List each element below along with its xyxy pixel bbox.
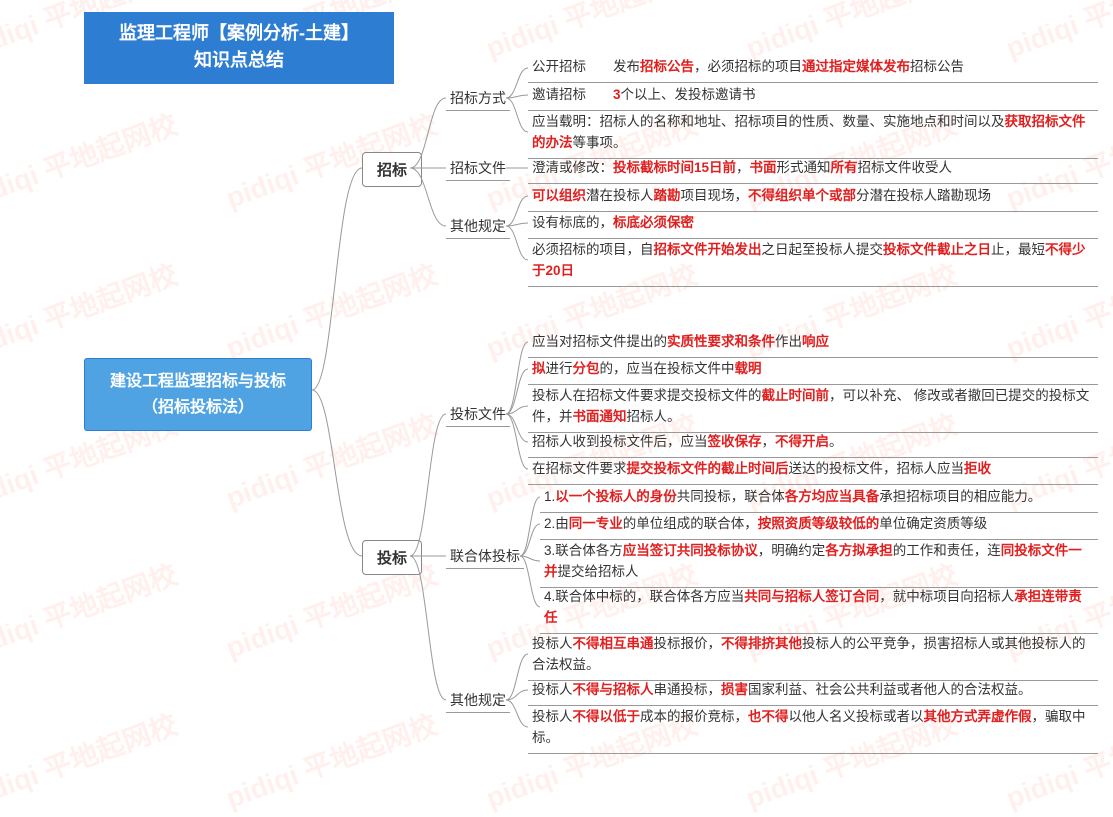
leaf: 投标人不得以低于成本的报价竞标，也不得以他人名义投标或者以其他方式弄虚作假，骗取… [528,707,1098,754]
leaf: 4.联合体中标的，联合体各方应当共同与招标人签订合同，就中标项目向招标人承担连带… [540,587,1098,634]
node-tender: 投标 [362,540,422,575]
root-line2: （招标投标法） [91,395,305,421]
sub-tender-union: 联合体投标 [446,546,524,569]
leaf: 1.以一个投标人的身份共同投标，联合体各方均应当具备承担招标项目的相应能力。 [540,487,1098,513]
leaf: 3.联合体各方应当签订共同投标协议，明确约定各方拟承担的工作和责任，连同投标文件… [540,541,1098,588]
leaf: 2.由同一专业的单位组成的联合体，按照资质等级较低的单位确定资质等级 [540,514,1098,540]
sub-tender-doc: 投标文件 [446,404,510,427]
title-line1: 监理工程师【案例分析-土建】 [94,20,384,47]
leaf: 拟进行分包的，应当在投标文件中载明 [528,359,1098,385]
root-node: 建设工程监理招标与投标 （招标投标法） [84,358,312,431]
leaf: 在招标文件要求提交投标文件的截止时间后送达的投标文件，招标人应当拒收 [528,459,1098,485]
sub-tender-other: 其他规定 [446,690,510,713]
page-title: 监理工程师【案例分析-土建】 知识点总结 [84,12,394,84]
leaf: 应当载明：招标人的名称和地址、招标项目的性质、数量、实施地点和时间以及获取招标文… [528,112,1098,159]
root-line1: 建设工程监理招标与投标 [91,369,305,395]
sub-bid-method: 招标方式 [446,88,510,111]
leaf: 投标人不得相互串通投标报价，不得排挤其他投标人的公平竞争，损害招标人或其他投标人… [528,634,1098,681]
leaf: 投标人不得与招标人串通投标，损害国家利益、社会公共利益或者他人的合法权益。 [528,680,1098,706]
leaf: 公开招标 发布招标公告，必须招标的项目通过指定媒体发布招标公告 [528,57,1098,83]
leaf: 可以组织潜在投标人踏勘项目现场，不得组织单个或部分潜在投标人踏勘现场 [528,186,1098,212]
leaf: 招标人收到投标文件后，应当签收保存，不得开启。 [528,432,1098,458]
leaf: 澄清或修改：投标截标时间15日前，书面形式通知所有招标文件收受人 [528,158,1098,184]
title-line2: 知识点总结 [94,47,384,74]
leaf: 邀请招标 3个以上、发投标邀请书 [528,85,1098,111]
leaf: 必须招标的项目，自招标文件开始发出之日起至投标人提交投标文件截止之日止，最短不得… [528,240,1098,287]
node-bid: 招标 [362,152,422,187]
sub-bid-doc: 招标文件 [446,158,510,181]
leaf: 设有标底的，标底必须保密 [528,213,1098,239]
sub-bid-other: 其他规定 [446,216,510,239]
leaf: 投标人在招标文件要求提交投标文件的截止时间前，可以补充、 修改或者撤回已提交的投… [528,386,1098,433]
leaf: 应当对招标文件提出的实质性要求和条件作出响应 [528,332,1098,358]
